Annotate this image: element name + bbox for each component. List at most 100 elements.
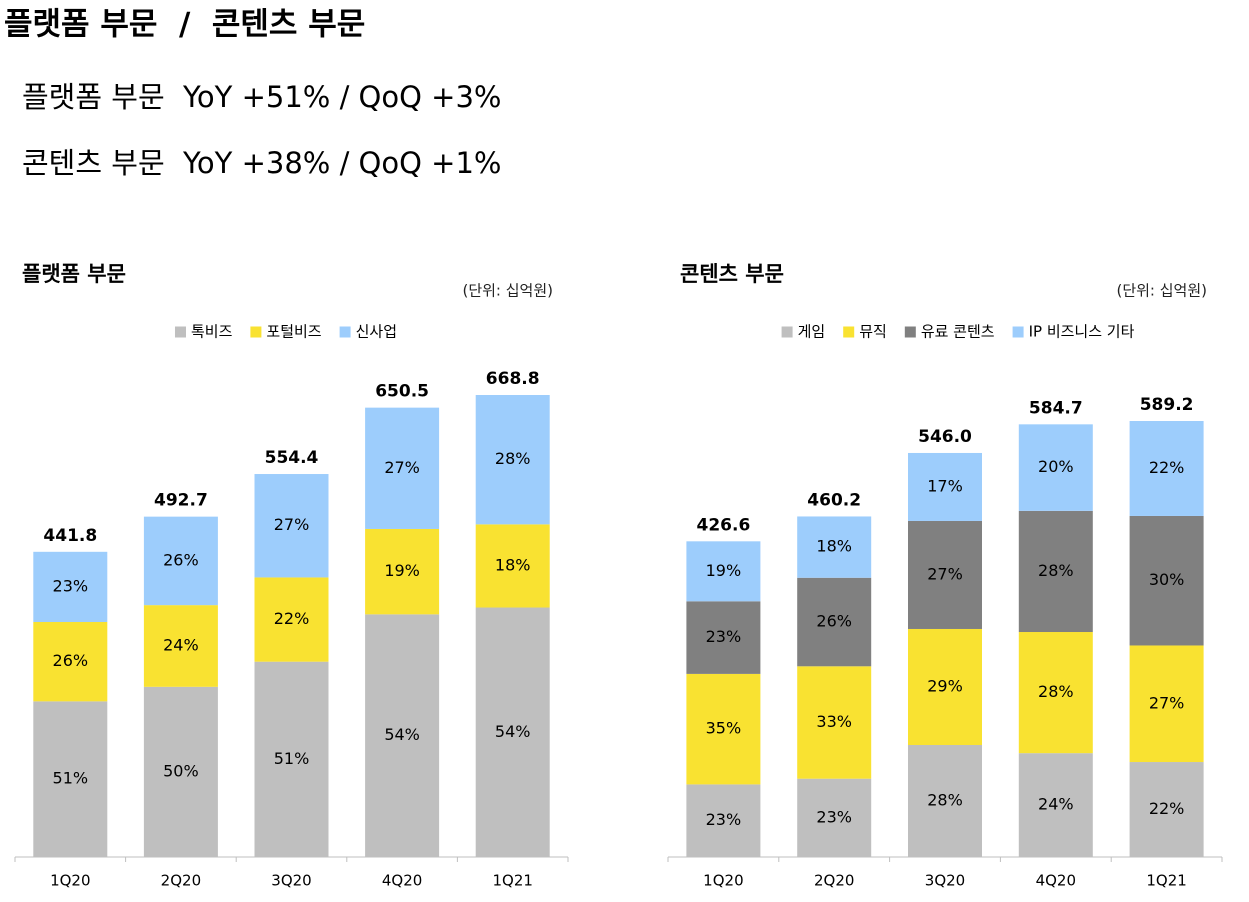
x-tick-label: 2Q20 [814, 872, 854, 890]
segment-label: 51% [53, 769, 89, 788]
segment-label: 26% [816, 612, 852, 631]
segment-label: 24% [163, 635, 199, 654]
unit-note: (단위: 십억원) [1116, 282, 1207, 300]
segment-label: 18% [816, 537, 852, 556]
bar-segment [254, 577, 329, 662]
legend-label: IP 비즈니스 기타 [1029, 323, 1135, 341]
legend-label: 신사업 [356, 323, 397, 341]
bar-segment [1129, 515, 1204, 646]
segment-label: 28% [1038, 682, 1074, 701]
slide-title: 플랫폼 부문 / 콘텐츠 부문 [4, 7, 365, 43]
bar-segment [686, 601, 761, 674]
total-label: 441.8 [43, 526, 97, 546]
total-label: 554.4 [265, 448, 319, 468]
chart-title: 플랫폼 부문 [22, 262, 126, 286]
bar-segment [908, 744, 982, 857]
legend-label: 포털비즈 [266, 323, 321, 341]
segment-label: 17% [927, 476, 963, 495]
bar-segment [797, 666, 872, 779]
total-label: 584.7 [1029, 398, 1083, 418]
summary-line: 콘텐츠 부문 YoY +38% / QoQ +1% [22, 146, 501, 180]
bar-segment [143, 686, 218, 857]
total-label: 546.0 [918, 427, 972, 447]
total-label: 668.8 [486, 369, 540, 389]
bar-segment [1018, 424, 1093, 511]
segment-label: 28% [495, 449, 531, 468]
bar-segment [686, 784, 761, 857]
legend-label: 뮤직 [859, 323, 887, 341]
segment-label: 24% [1038, 795, 1074, 814]
segment-label: 27% [384, 458, 420, 477]
bar-segment [1129, 421, 1204, 516]
segment-label: 23% [53, 576, 89, 595]
x-tick-label: 3Q20 [271, 872, 311, 890]
bar-segment [908, 628, 982, 745]
bar-segment [475, 607, 550, 857]
unit-note: (단위: 십억원) [462, 282, 553, 300]
legend-swatch [1012, 326, 1024, 338]
segment-label: 18% [495, 555, 531, 574]
segment-label: 33% [816, 712, 852, 731]
x-tick-label: 1Q21 [492, 872, 532, 890]
segment-label: 27% [1149, 693, 1185, 712]
bar-segment [254, 661, 329, 857]
segment-label: 51% [274, 749, 310, 768]
legend-swatch [174, 326, 186, 338]
legend-swatch [339, 326, 351, 338]
bar-segment [1129, 762, 1204, 857]
x-tick-label: 4Q20 [1036, 872, 1076, 890]
segment-label: 27% [274, 515, 310, 534]
total-label: 460.2 [807, 490, 861, 510]
bar-segment [143, 605, 218, 687]
legend-swatch [843, 326, 855, 338]
bar-segment [475, 524, 550, 608]
bar-segment [143, 516, 218, 606]
x-tick-label: 2Q20 [161, 872, 201, 890]
bar-segment [686, 541, 761, 602]
legend-label: 톡비즈 [191, 323, 233, 341]
bar-segment [1018, 510, 1093, 633]
total-label: 426.6 [697, 515, 751, 535]
bar-segment [908, 452, 982, 521]
legend-label: 게임 [798, 323, 826, 341]
bar-segment [365, 407, 440, 529]
x-tick-label: 1Q20 [703, 872, 743, 890]
legend-swatch [781, 326, 793, 338]
bar-segment [33, 551, 108, 623]
bar-segment [797, 577, 872, 667]
segment-label: 23% [706, 810, 742, 829]
bar-segment [797, 516, 872, 578]
x-tick-label: 1Q20 [50, 872, 90, 890]
bar-segment [365, 528, 440, 615]
chart-title: 콘텐츠 부문 [680, 262, 784, 286]
segment-label: 28% [1038, 561, 1074, 580]
x-tick-label: 3Q20 [925, 872, 965, 890]
total-label: 589.2 [1140, 395, 1194, 415]
segment-label: 22% [1149, 458, 1185, 477]
segment-label: 23% [706, 627, 742, 646]
bar-segment [1018, 632, 1093, 754]
bar-segment [797, 778, 872, 857]
segment-label: 35% [706, 719, 742, 738]
segment-label: 27% [927, 564, 963, 583]
segment-label: 54% [495, 722, 531, 741]
bar-segment [33, 622, 108, 702]
total-label: 650.5 [375, 382, 429, 402]
segment-label: 54% [384, 725, 420, 744]
bar-segment [908, 520, 982, 629]
legend-swatch [904, 326, 916, 338]
bar-segment [33, 701, 108, 857]
segment-label: 26% [53, 651, 89, 670]
legend-label: 유료 콘텐츠 [921, 323, 995, 341]
bar-segment [686, 673, 761, 785]
segment-label: 50% [163, 761, 199, 780]
segment-label: 22% [1149, 799, 1185, 818]
segment-label: 19% [706, 561, 742, 580]
segment-label: 23% [816, 807, 852, 826]
bar-segment [254, 474, 329, 578]
legend-swatch [250, 326, 262, 338]
x-tick-label: 4Q20 [382, 872, 422, 890]
segment-label: 28% [927, 790, 963, 809]
segment-label: 19% [384, 561, 420, 580]
